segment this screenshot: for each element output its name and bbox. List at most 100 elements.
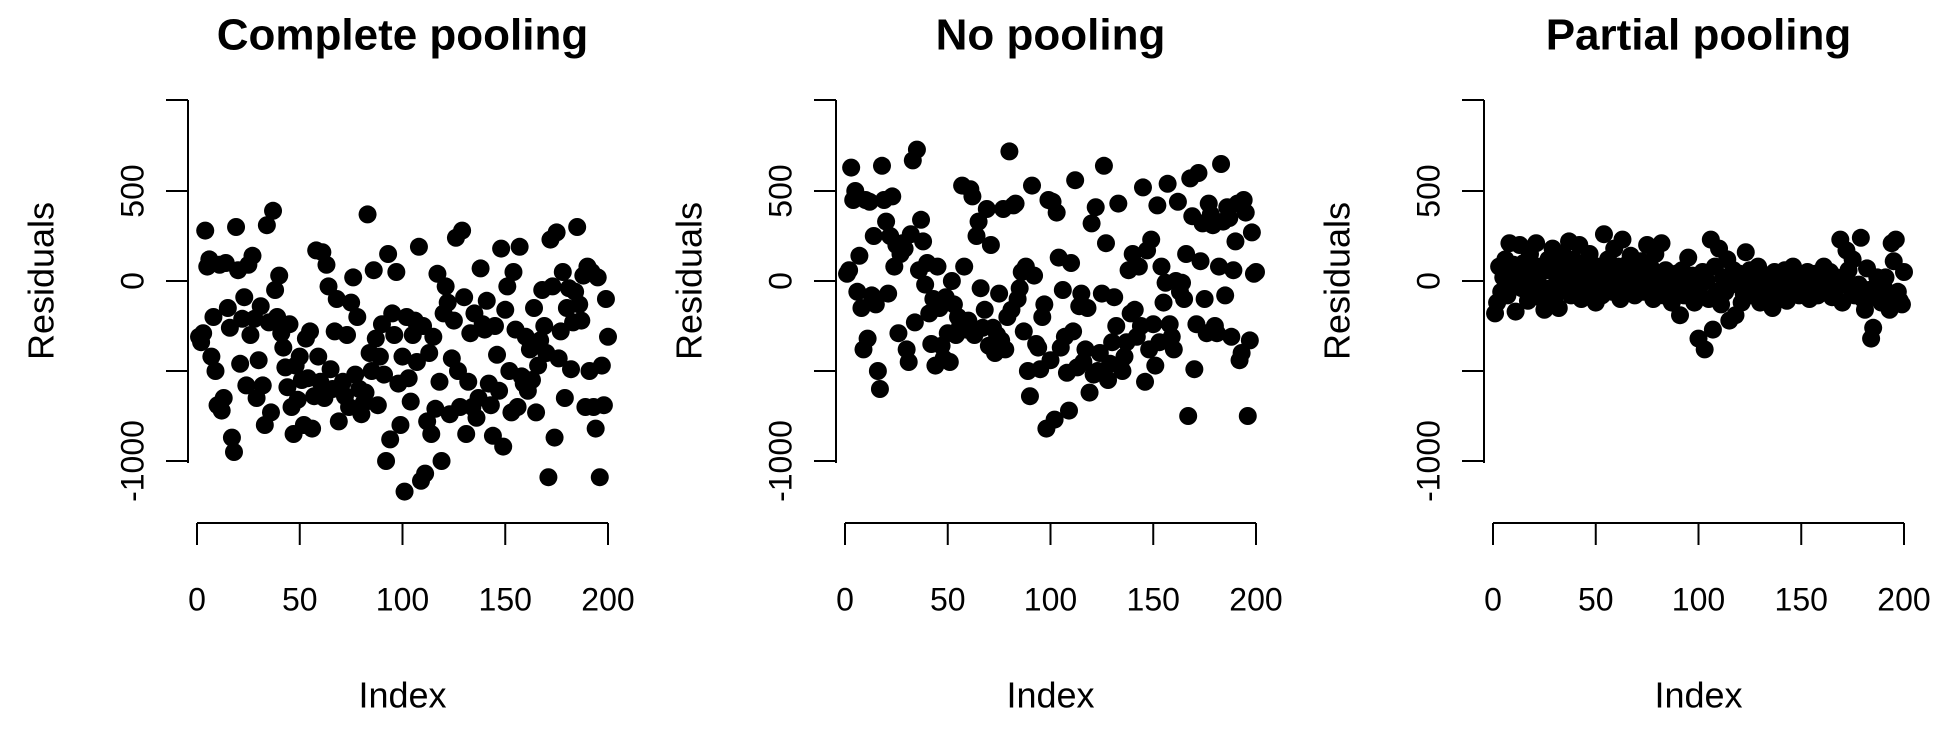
data-point bbox=[490, 381, 509, 400]
data-point bbox=[309, 347, 328, 366]
data-point bbox=[407, 353, 426, 371]
data-point bbox=[1099, 371, 1118, 389]
data-point bbox=[912, 210, 931, 229]
data-point bbox=[572, 311, 591, 330]
data-point bbox=[1855, 300, 1874, 319]
panel-complete-pooling: Complete pooling Index Residuals -1000 0 5… bbox=[21, 11, 635, 716]
data-point bbox=[562, 360, 581, 379]
data-point bbox=[477, 291, 496, 310]
data-point bbox=[1679, 248, 1698, 267]
panel-title: No pooling bbox=[936, 11, 1166, 60]
data-point bbox=[990, 284, 1009, 303]
data-point bbox=[1886, 230, 1905, 249]
data-point bbox=[1527, 234, 1546, 253]
data-point bbox=[1892, 295, 1911, 314]
panel-no-pooling: No pooling Index Residuals -1000 0 500 0 50 1… bbox=[669, 11, 1283, 716]
data-point bbox=[317, 255, 336, 274]
data-point bbox=[899, 353, 918, 371]
data-point bbox=[545, 428, 564, 447]
data-point bbox=[860, 192, 879, 211]
data-point bbox=[231, 354, 250, 373]
data-point bbox=[1175, 290, 1194, 308]
data-point bbox=[342, 293, 361, 312]
data-point bbox=[453, 221, 472, 240]
data-point bbox=[1224, 261, 1243, 280]
data-point bbox=[375, 365, 394, 384]
data-point bbox=[1078, 299, 1097, 317]
data-point bbox=[496, 300, 515, 319]
data-point bbox=[852, 299, 871, 317]
data-point bbox=[1142, 230, 1161, 249]
data-point bbox=[1864, 318, 1883, 337]
data-point bbox=[940, 353, 959, 371]
data-point bbox=[1020, 387, 1039, 406]
data-point bbox=[1876, 268, 1895, 287]
data-point bbox=[383, 304, 402, 323]
data-point bbox=[842, 158, 861, 177]
data-point bbox=[1222, 327, 1241, 346]
data-point bbox=[1006, 194, 1025, 213]
data-point bbox=[261, 403, 280, 422]
x-tick-label: 0 bbox=[1484, 581, 1502, 617]
data-point bbox=[1144, 315, 1163, 334]
data-point bbox=[471, 259, 490, 278]
data-point bbox=[457, 425, 476, 443]
data-point bbox=[1109, 194, 1128, 213]
data-point bbox=[866, 295, 885, 314]
data-point bbox=[485, 317, 504, 335]
data-point bbox=[967, 227, 986, 245]
data-point bbox=[1041, 351, 1060, 370]
data-point bbox=[329, 412, 348, 431]
panel-partial-pooling: Partial pooling Index Residuals -1000 0 50… bbox=[1317, 11, 1931, 716]
data-point bbox=[1671, 306, 1690, 325]
data-point bbox=[1189, 164, 1208, 182]
data-point bbox=[1226, 232, 1245, 251]
data-point bbox=[1173, 273, 1192, 292]
data-point bbox=[1035, 295, 1054, 314]
data-point bbox=[327, 290, 346, 308]
data-point bbox=[346, 365, 365, 384]
data-point bbox=[399, 369, 418, 388]
data-point bbox=[858, 329, 877, 348]
data-point bbox=[1240, 331, 1259, 350]
data-points bbox=[190, 201, 617, 501]
y-axis-label: Residuals bbox=[1317, 202, 1358, 360]
data-point bbox=[274, 338, 293, 357]
data-point bbox=[377, 452, 396, 470]
x-tick-label: 0 bbox=[836, 581, 854, 617]
data-point bbox=[249, 351, 268, 370]
data-point bbox=[1195, 290, 1214, 308]
y-tick-label: 0 bbox=[762, 272, 798, 290]
y-tick-label: 0 bbox=[1410, 272, 1446, 290]
data-point bbox=[543, 277, 562, 296]
data-point bbox=[1025, 266, 1044, 285]
y-tick-label: 500 bbox=[114, 164, 150, 217]
data-point bbox=[1045, 410, 1064, 429]
data-point bbox=[870, 380, 889, 398]
data-point bbox=[1115, 347, 1134, 366]
data-point bbox=[1059, 401, 1078, 420]
data-point bbox=[436, 277, 455, 296]
data-point bbox=[1094, 156, 1113, 175]
data-point bbox=[1136, 372, 1155, 391]
data-point bbox=[547, 223, 566, 242]
x-axis-label: Index bbox=[1654, 675, 1742, 716]
data-point bbox=[1029, 338, 1048, 357]
data-point bbox=[1053, 281, 1072, 299]
data-point bbox=[492, 239, 511, 258]
x-tick-label: 150 bbox=[1127, 581, 1180, 617]
x-tick-label: 50 bbox=[1578, 581, 1614, 617]
data-point bbox=[358, 205, 377, 224]
data-point bbox=[438, 293, 457, 312]
data-point bbox=[1076, 340, 1095, 359]
x-tick-label: 200 bbox=[581, 581, 634, 617]
data-point bbox=[905, 313, 924, 332]
data-point bbox=[916, 275, 935, 294]
data-point bbox=[864, 227, 883, 245]
data-point bbox=[288, 390, 307, 409]
data-point bbox=[241, 326, 260, 344]
x-tick-label: 0 bbox=[188, 581, 206, 617]
data-point bbox=[451, 398, 470, 416]
data-point bbox=[928, 257, 947, 276]
data-point bbox=[1613, 230, 1632, 249]
